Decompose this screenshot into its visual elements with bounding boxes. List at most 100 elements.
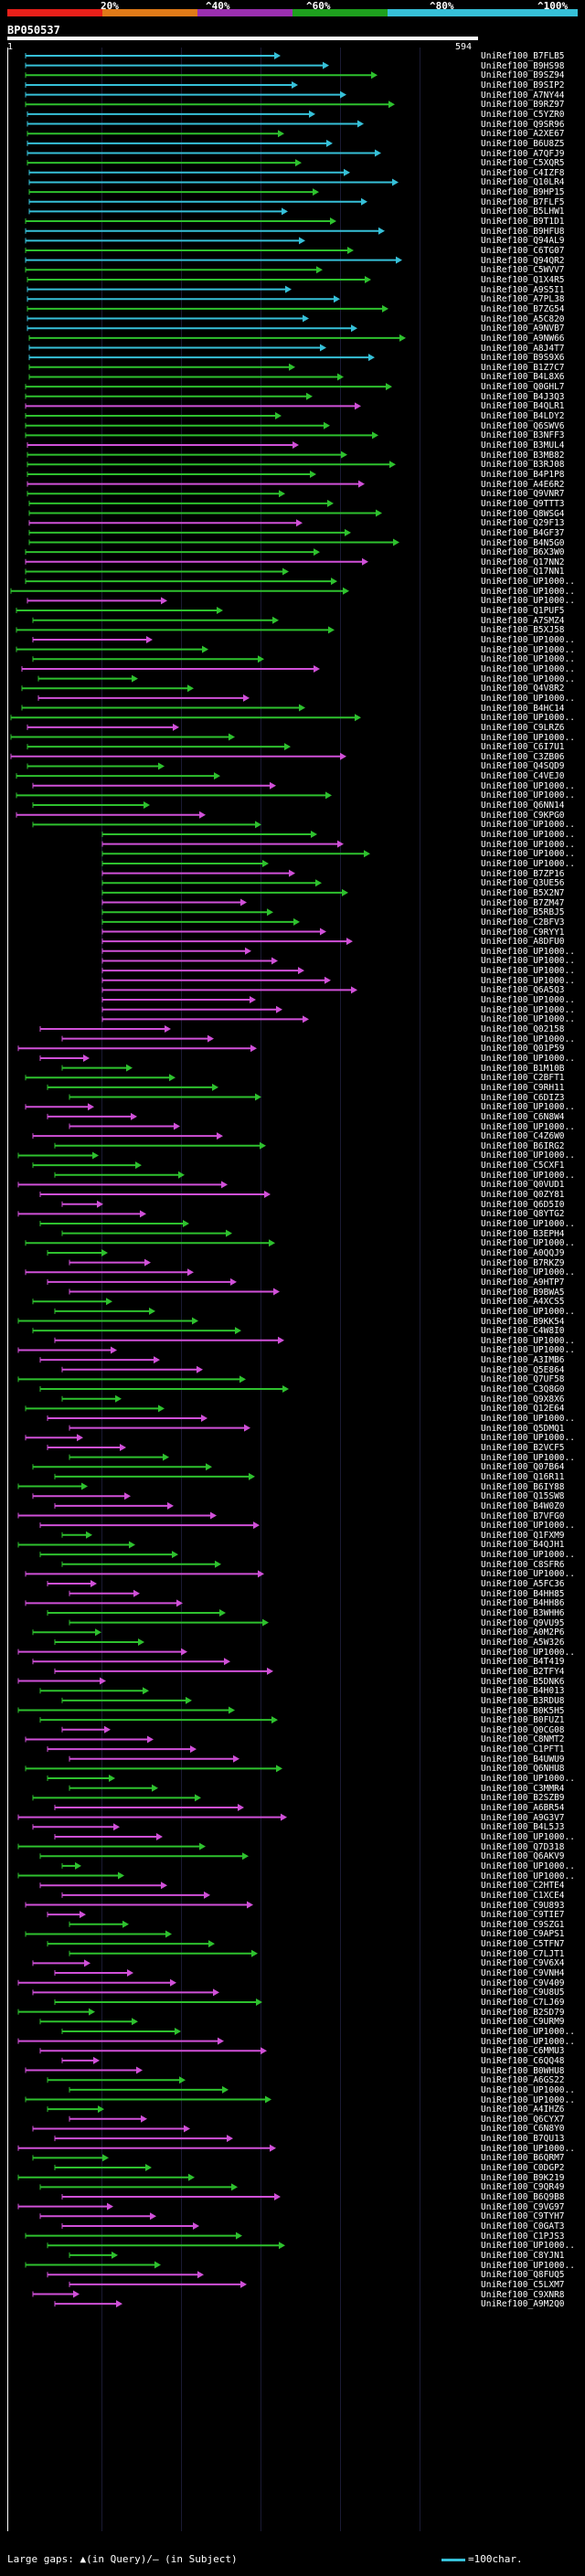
hit-label[interactable]: UniRef100_C1PFT1 [481, 1744, 565, 1755]
hit-label[interactable]: UniRef100_B0K5H5 [481, 1705, 565, 1716]
hit-label[interactable]: UniRef100_A7NY44 [481, 90, 565, 101]
hit-label[interactable]: UniRef100_A3IMB6 [481, 1355, 565, 1366]
hit-label[interactable]: UniRef100_UP1000.. [481, 780, 575, 791]
hit-label[interactable]: UniRef100_Q0ZY81 [481, 1190, 565, 1201]
hit-label[interactable]: UniRef100_C9V6X4 [481, 1958, 565, 1969]
hit-label[interactable]: UniRef100_UP1000.. [481, 1053, 575, 1064]
hit-label[interactable]: UniRef100_A7SMZ4 [481, 615, 565, 626]
hit-label[interactable]: UniRef100_C9U8U5 [481, 1988, 565, 1998]
hit-label[interactable]: UniRef100_Q0VUD1 [481, 1180, 565, 1191]
hit-label[interactable]: UniRef100_UP1000.. [481, 654, 575, 665]
hit-label[interactable]: UniRef100_C2BFT1 [481, 1073, 565, 1084]
hit-label[interactable]: UniRef100_UP1000.. [481, 1433, 575, 1444]
hit-label[interactable]: UniRef100_C6DIZ3 [481, 1092, 565, 1103]
hit-label[interactable]: UniRef100_C9KPG0 [481, 810, 565, 821]
hit-label[interactable]: UniRef100_B4L8X6 [481, 372, 565, 383]
hit-label[interactable]: UniRef100_B2VCF5 [481, 1442, 565, 1453]
hit-label[interactable]: UniRef100_UP1000.. [481, 1452, 575, 1463]
hit-label[interactable]: UniRef100_B9T1D1 [481, 217, 565, 228]
hit-label[interactable]: UniRef100_A0M2P6 [481, 1627, 565, 1638]
hit-label[interactable]: UniRef100_UP1000.. [481, 693, 575, 704]
hit-label[interactable]: UniRef100_Q9VU95 [481, 1617, 565, 1628]
hit-label[interactable]: UniRef100_Q0CG08 [481, 1724, 565, 1735]
hit-label[interactable]: UniRef100_Q10LR4 [481, 177, 565, 188]
hit-label[interactable]: UniRef100_B3WHH6 [481, 1608, 565, 1618]
hit-label[interactable]: UniRef100_B4P1P8 [481, 469, 565, 480]
hit-label[interactable]: UniRef100_Q9TTT3 [481, 498, 565, 509]
hit-label[interactable]: UniRef100_C7LJ69 [481, 1998, 565, 2008]
hit-label[interactable]: UniRef100_A6GS22 [481, 2075, 565, 2086]
hit-label[interactable]: UniRef100_C0DGP2 [481, 2163, 565, 2174]
hit-label[interactable]: UniRef100_Q02158 [481, 1024, 565, 1034]
hit-label[interactable]: UniRef100_A9NVB7 [481, 323, 565, 334]
hit-label[interactable]: UniRef100_B4HH85 [481, 1588, 565, 1599]
hit-label[interactable]: UniRef100_Q6CYX7 [481, 2114, 565, 2125]
hit-label[interactable]: UniRef100_Q0GHL7 [481, 382, 565, 393]
hit-label[interactable]: UniRef100_B4T419 [481, 1657, 565, 1668]
hit-label[interactable]: UniRef100_A4XCS5 [481, 1297, 565, 1308]
hit-label[interactable]: UniRef100_UP1000.. [481, 1121, 575, 1132]
hit-label[interactable]: UniRef100_A5C820 [481, 313, 565, 324]
hit-label[interactable]: UniRef100_UP1000.. [481, 1831, 575, 1842]
hit-label[interactable]: UniRef100_UP1000.. [481, 1871, 575, 1882]
hit-label[interactable]: UniRef100_B4QJH1 [481, 1540, 565, 1551]
hit-label[interactable]: UniRef100_B9K219 [481, 2172, 565, 2183]
hit-label[interactable]: UniRef100_UP1000.. [481, 2084, 575, 2095]
hit-label[interactable]: UniRef100_B4LDY2 [481, 411, 565, 422]
hit-label[interactable]: UniRef100_B9S9X6 [481, 353, 565, 364]
hit-label[interactable]: UniRef100_A4E6R2 [481, 479, 565, 490]
hit-label[interactable]: UniRef100_A5W326 [481, 1637, 565, 1648]
hit-label[interactable]: UniRef100_C1PJS3 [481, 2231, 565, 2242]
hit-label[interactable]: UniRef100_B6Q9B8 [481, 2192, 565, 2202]
hit-label[interactable]: UniRef100_B2SD79 [481, 2007, 565, 2018]
hit-label[interactable]: UniRef100_B9HP15 [481, 187, 565, 198]
hit-label[interactable]: UniRef100_C5WVV7 [481, 265, 565, 276]
hit-label[interactable]: UniRef100_A8DFU0 [481, 937, 565, 948]
hit-label[interactable]: UniRef100_Q8FUQ5 [481, 2270, 565, 2281]
hit-label[interactable]: UniRef100_B3EPH4 [481, 1228, 565, 1239]
hit-label[interactable]: UniRef100_UP1000.. [481, 1150, 575, 1161]
hit-label[interactable]: UniRef100_C6I7U1 [481, 742, 565, 753]
hit-label[interactable]: UniRef100_UP1000.. [481, 2241, 575, 2252]
hit-label[interactable]: UniRef100_B5X2N7 [481, 887, 565, 898]
hit-label[interactable]: UniRef100_Q7UF58 [481, 1374, 565, 1385]
hit-label[interactable]: UniRef100_B3MUL4 [481, 440, 565, 451]
hit-label[interactable]: UniRef100_UP1000.. [481, 673, 575, 684]
hit-label[interactable]: UniRef100_A5FC36 [481, 1579, 565, 1590]
hit-label[interactable]: UniRef100_UP1000.. [481, 1102, 575, 1113]
hit-label[interactable]: UniRef100_Q9X8X6 [481, 1394, 565, 1405]
hit-label[interactable]: UniRef100_Q8WSG4 [481, 508, 565, 519]
hit-label[interactable]: UniRef100_UP1000.. [481, 1219, 575, 1229]
hit-label[interactable]: UniRef100_C8SFR6 [481, 1559, 565, 1570]
hit-label[interactable]: UniRef100_UP1000.. [481, 577, 575, 588]
hit-label[interactable]: UniRef100_C3Q8G0 [481, 1384, 565, 1395]
hit-label[interactable]: UniRef100_B5DNK6 [481, 1676, 565, 1687]
hit-label[interactable]: UniRef100_B4HH86 [481, 1598, 565, 1609]
hit-label[interactable]: UniRef100_Q29F13 [481, 518, 565, 529]
hit-label[interactable]: UniRef100_C4VEJ0 [481, 771, 565, 782]
hit-label[interactable]: UniRef100_B7QU13 [481, 2134, 565, 2145]
hit-label[interactable]: UniRef100_C8YJN1 [481, 2250, 565, 2261]
hit-label[interactable]: UniRef100_UP1000.. [481, 830, 575, 840]
hit-label[interactable]: UniRef100_UP1000.. [481, 849, 575, 860]
hit-label[interactable]: UniRef100_A9NW66 [481, 333, 565, 344]
hit-label[interactable]: UniRef100_B7ZG54 [481, 303, 565, 314]
hit-label[interactable]: UniRef100_UP1000.. [481, 1267, 575, 1278]
hit-label[interactable]: UniRef100_B7ZP16 [481, 868, 565, 879]
hit-label[interactable]: UniRef100_B9KK54 [481, 1316, 565, 1327]
hit-label[interactable]: UniRef100_UP1000.. [481, 1774, 575, 1785]
hit-label[interactable]: UniRef100_B4UWU9 [481, 1754, 565, 1765]
hit-label[interactable]: UniRef100_A9HTP7 [481, 1277, 565, 1288]
hit-label[interactable]: UniRef100_UP1000.. [481, 1569, 575, 1580]
hit-label[interactable]: UniRef100_C3ZB06 [481, 751, 565, 762]
hit-label[interactable]: UniRef100_B4J3Q3 [481, 391, 565, 402]
hit-label[interactable]: UniRef100_Q01P59 [481, 1044, 565, 1055]
hit-label[interactable]: UniRef100_UP1000.. [481, 2260, 575, 2271]
hit-label[interactable]: UniRef100_Q7D318 [481, 1841, 565, 1852]
hit-label[interactable]: UniRef100_UP1000.. [481, 1550, 575, 1561]
hit-label[interactable]: UniRef100_B3RDU8 [481, 1695, 565, 1706]
hit-label[interactable]: UniRef100_UP1000.. [481, 1170, 575, 1181]
hit-label[interactable]: UniRef100_A9M2Q0 [481, 2299, 565, 2310]
hit-label[interactable]: UniRef100_C7LJT1 [481, 1948, 565, 1959]
hit-label[interactable]: UniRef100_B4GF37 [481, 527, 565, 538]
